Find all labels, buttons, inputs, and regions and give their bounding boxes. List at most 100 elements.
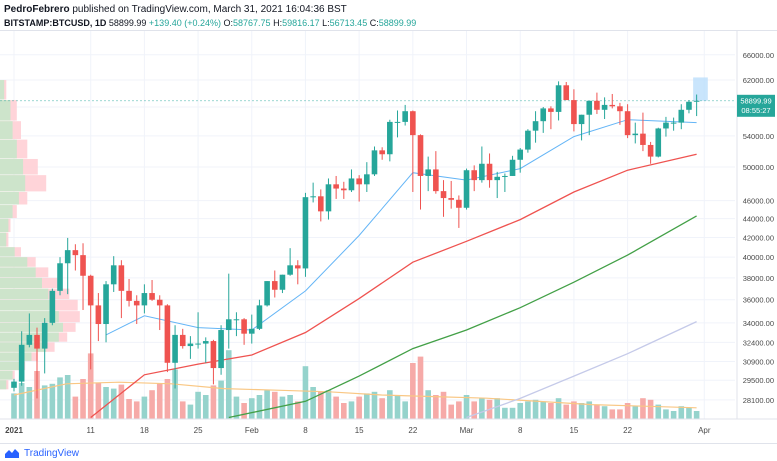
volume-bar [18, 383, 25, 419]
profile-bar-up [0, 288, 49, 300]
candle-body [64, 250, 71, 264]
profile-bar-up [0, 80, 5, 100]
candle-body [164, 305, 171, 363]
low-label: L: [322, 18, 330, 28]
price-tick-label: 29500.00 [743, 376, 774, 385]
tradingview-logo-icon [5, 449, 19, 458]
volume-bar [164, 379, 171, 419]
volume-bar [578, 403, 585, 419]
header-divider [0, 30, 777, 31]
volume-bar [394, 395, 401, 419]
volume-bar [663, 409, 669, 419]
volume-bar [72, 396, 79, 419]
volume-bar [678, 406, 685, 419]
price-chart[interactable]: 66000.0062000.0058000.0054000.0050000.00… [0, 31, 777, 443]
volume-bar [310, 387, 316, 419]
candle-body [555, 85, 562, 112]
volume-bar [494, 398, 501, 419]
volume-bar [103, 387, 109, 419]
volume-bar [448, 404, 454, 419]
time-tick-label: 11 [87, 426, 96, 435]
volume-bar [210, 385, 217, 419]
candle-body [141, 293, 148, 306]
candle-body [609, 104, 616, 107]
candle-body [333, 184, 339, 189]
profile-bar-up [0, 299, 55, 311]
volume-bar [640, 398, 646, 419]
last-price: 58899.99 [108, 18, 147, 28]
candle-body [80, 255, 86, 276]
candle-body [548, 108, 554, 112]
candle-body [49, 290, 56, 323]
volume-bar [80, 379, 86, 419]
volume-bar [463, 395, 470, 419]
volume-bar [202, 395, 209, 419]
price-change: +139.40 (+0.24%) [148, 18, 221, 28]
volume-bar [387, 390, 393, 419]
volume-bar [624, 403, 631, 419]
candle-body [172, 334, 178, 363]
candle-body [118, 265, 125, 291]
candle-body [502, 175, 508, 177]
candle-body [417, 135, 424, 176]
profile-bar-up [0, 205, 13, 219]
moving-averages [90, 119, 697, 419]
price-tick-label: 34000.00 [743, 319, 774, 328]
candle-body [149, 293, 155, 300]
volume-bar [271, 391, 278, 419]
volume-bar [555, 398, 562, 419]
volume-bar [57, 377, 63, 419]
symbol-label[interactable]: BITSTAMP:BTCUSD, 1D [4, 18, 107, 28]
volume-bar [287, 395, 293, 419]
candle-body [87, 275, 94, 306]
last-price-tag: 58899.99 08:55:27 [737, 94, 775, 117]
candle-body [34, 334, 40, 349]
profile-bar-up [0, 267, 36, 278]
price-axis[interactable]: 66000.0062000.0058000.0054000.0050000.00… [736, 31, 777, 443]
candle-body [693, 100, 700, 102]
candle-body [571, 100, 577, 125]
candle-body [686, 101, 692, 110]
volume-bar [471, 401, 477, 419]
last-price-tag-countdown: 08:55:27 [741, 106, 770, 115]
volume-bar [356, 396, 362, 419]
candle-body [655, 128, 662, 157]
time-tick-label: Mar [460, 426, 474, 435]
volume-bar [647, 399, 654, 419]
profile-bar-up [0, 322, 63, 332]
volume-bar [126, 399, 132, 419]
candles[interactable] [11, 81, 700, 399]
profile-bar-up [0, 257, 28, 267]
publish-info: PedroFebrero published on TradingView.co… [4, 3, 347, 17]
candle-body [325, 184, 332, 212]
price-tick-label: 40000.00 [743, 253, 774, 262]
candle-body [647, 144, 654, 157]
profile-bar-up [0, 100, 11, 121]
volume-bar [371, 391, 378, 419]
volume-bar [225, 350, 232, 419]
close-label: C: [369, 18, 379, 28]
price-tick-label: 36000.00 [743, 296, 774, 305]
candle-body [586, 100, 593, 115]
author-name[interactable]: PedroFebrero [4, 4, 70, 15]
volume-bar [440, 391, 447, 419]
candle-body [126, 290, 132, 301]
moving-average-line [466, 321, 697, 419]
time-axis[interactable]: 2021 11 18 25 Feb 8 15 22 Mar 8 15 22 Apr [0, 418, 777, 443]
volume-bar [302, 366, 309, 419]
profile-bar-up [0, 247, 15, 257]
volume-bar [586, 401, 593, 419]
volume-bar [187, 404, 194, 419]
moving-average-line [90, 153, 697, 419]
published-text: published on TradingView.com, March 31, … [72, 4, 347, 15]
candle-body [156, 299, 163, 306]
candle-body [179, 334, 186, 347]
price-tick-label: 50000.00 [743, 163, 774, 172]
volume-bar [348, 401, 355, 419]
volume-bar [509, 407, 516, 419]
low-value: 56713.45 [329, 18, 368, 28]
moving-average-line [228, 215, 697, 419]
tradingview-brand[interactable]: TradingView [4, 446, 79, 460]
volume-bar [517, 403, 524, 419]
volume-bar [325, 390, 332, 419]
